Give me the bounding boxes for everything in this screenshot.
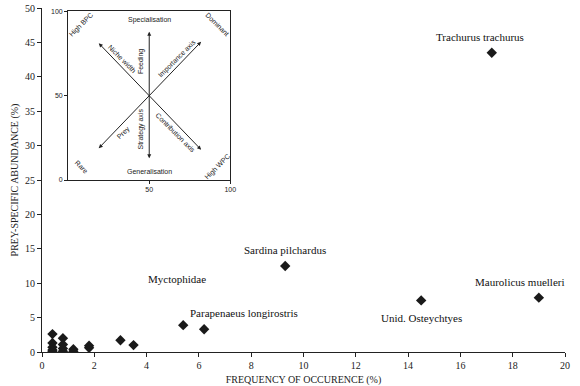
svg-text:50: 50	[55, 92, 63, 99]
svg-text:PREY-SPECIFIC ABUNDANCE (%): PREY-SPECIFIC ABUNDANCE (%)	[9, 104, 21, 257]
svg-text:20: 20	[560, 360, 570, 371]
svg-text:Generalisation: Generalisation	[127, 168, 172, 175]
svg-text:50: 50	[25, 3, 35, 14]
svg-text:Importance axis: Importance axis	[157, 38, 198, 79]
svg-text:10: 10	[299, 360, 309, 371]
svg-text:6: 6	[196, 360, 201, 371]
svg-text:FREQUENCY OF OCCURENCE (%): FREQUENCY OF OCCURENCE (%)	[226, 374, 381, 386]
svg-text:10: 10	[25, 278, 35, 289]
svg-text:16: 16	[455, 360, 465, 371]
svg-text:18: 18	[508, 360, 518, 371]
svg-text:Myctophidae: Myctophidae	[148, 273, 206, 285]
svg-text:Feeding: Feeding	[137, 49, 145, 74]
svg-text:Rare: Rare	[74, 159, 90, 175]
svg-text:4: 4	[144, 360, 149, 371]
svg-text:Dominant: Dominant	[204, 11, 230, 37]
svg-text:35: 35	[25, 106, 35, 117]
svg-text:20: 20	[25, 209, 35, 220]
svg-text:15: 15	[25, 243, 35, 254]
svg-text:Trachurus trachurus: Trachurus trachurus	[436, 31, 524, 43]
svg-text:8: 8	[249, 360, 254, 371]
svg-text:25: 25	[25, 175, 35, 186]
svg-text:12: 12	[351, 360, 361, 371]
svg-text:Prey: Prey	[115, 125, 131, 141]
svg-text:Maurolicus muelleri: Maurolicus muelleri	[475, 276, 565, 288]
svg-text:100: 100	[51, 8, 63, 15]
svg-text:Niche width: Niche width	[107, 44, 138, 75]
svg-text:50: 50	[145, 186, 153, 193]
svg-text:14: 14	[403, 360, 413, 371]
svg-text:5: 5	[30, 312, 35, 323]
svg-text:Parapenaeus longirostris: Parapenaeus longirostris	[190, 307, 298, 319]
svg-text:Specialisation: Specialisation	[128, 16, 171, 24]
svg-text:40: 40	[25, 71, 35, 82]
svg-text:High BPC: High BPC	[68, 11, 95, 38]
svg-text:High WPC: High WPC	[203, 152, 232, 181]
svg-text:Strategy axis: Strategy axis	[137, 109, 145, 150]
svg-text:0: 0	[59, 176, 63, 183]
svg-text:0: 0	[40, 360, 45, 371]
svg-text:Contribution axis: Contribution axis	[154, 112, 196, 154]
svg-text:30: 30	[25, 140, 35, 151]
svg-text:Unid. Osteychtyes: Unid. Osteychtyes	[381, 312, 462, 324]
svg-text:Sardina pilchardus: Sardina pilchardus	[244, 244, 326, 256]
svg-text:0: 0	[30, 347, 35, 358]
svg-text:100: 100	[224, 186, 236, 193]
svg-text:45: 45	[25, 37, 35, 48]
svg-text:2: 2	[92, 360, 97, 371]
